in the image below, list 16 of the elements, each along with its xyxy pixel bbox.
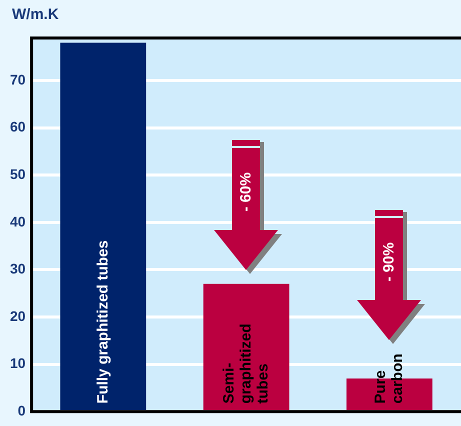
y-tick-label: 60 xyxy=(10,118,26,135)
bar xyxy=(203,284,290,410)
y-tick-label: 10 xyxy=(10,355,26,372)
x-tick-label: Pure carbon xyxy=(372,354,406,404)
y-tick-label: 0 xyxy=(18,402,26,418)
y-tick-label: 40 xyxy=(10,213,26,230)
annotation: - 90% xyxy=(380,242,398,282)
x-tick-label: Semi- graphitized tubes xyxy=(220,324,272,404)
y-tick-label: 20 xyxy=(10,308,26,324)
y-tick-label: 70 xyxy=(10,71,26,88)
y-tick-label: 30 xyxy=(10,260,26,277)
x-tick-label: Fully graphitized tubes xyxy=(94,240,112,404)
annotation: - 60% xyxy=(238,172,255,212)
y-tick-label: 50 xyxy=(10,166,26,182)
y-axis-title: W/m.K xyxy=(12,6,59,23)
bar xyxy=(60,42,146,410)
